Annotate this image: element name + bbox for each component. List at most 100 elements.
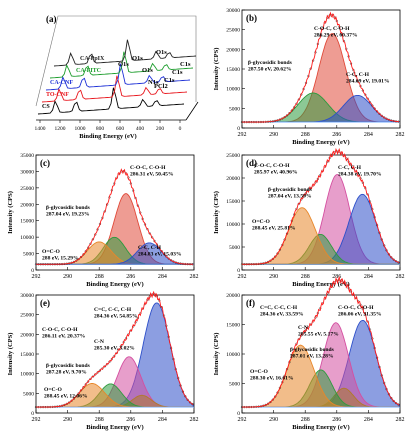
survey-line <box>53 39 197 67</box>
fit-point <box>366 320 369 323</box>
x-tick-label: 400 <box>136 126 145 132</box>
component-label: O=C-O <box>252 219 270 225</box>
component-value: 284.36 eV, 33.59% <box>260 312 304 318</box>
y-tick-label: 15000 <box>20 219 34 225</box>
fit-point <box>266 260 270 264</box>
raw-spectrum <box>241 147 400 265</box>
component-label: β-glycosidic bonds <box>248 60 293 66</box>
fit-point <box>271 398 274 401</box>
panel-b: (b) 0 5000 10000 15000 20000 25000 30000 292 290 2… <box>213 8 405 146</box>
x-axis-label: Binding Energy (eV) <box>86 281 143 288</box>
panel-label: (e) <box>40 298 50 308</box>
y-tick-label: 35000 <box>20 153 34 159</box>
x-tick-label: 600 <box>116 126 125 132</box>
x-tick-label: 200 <box>156 126 165 132</box>
component-value: 286.29 eV, 60.37% <box>314 33 358 39</box>
component-value: 286.06 eV, 31.35% <box>338 312 382 318</box>
y-tick-label: 0 <box>31 268 34 274</box>
fit-point <box>366 97 369 100</box>
x-tick-label: 292 <box>32 417 41 423</box>
y-tick-label: 20000 <box>226 47 240 53</box>
component-value: 287.28 eV, 9.70% <box>46 370 87 376</box>
component-value: 285.30 eV, 3.02% <box>94 346 135 352</box>
y-tick-label: 30000 <box>20 169 34 175</box>
component-label: C-N <box>298 325 308 331</box>
x-axis-label: Binding Energy (eV) <box>79 133 136 140</box>
peak-label: O1s <box>156 49 167 56</box>
x-tick-label: 292 <box>238 132 247 138</box>
y-tick-label: 0 <box>237 411 240 417</box>
component-value: 284.38 eV, 19.70% <box>338 172 382 178</box>
x-axis-label: Binding Energy (eV) <box>292 139 349 146</box>
fit-point <box>91 238 94 241</box>
fit-point <box>186 398 189 401</box>
component-label: C-O-C, C-O-H <box>338 305 374 311</box>
y-tick-label: 15000 <box>20 352 34 358</box>
series-name: CS <box>42 104 50 110</box>
y-tick-label: 10000 <box>20 235 34 241</box>
y-axis-label: Intensity (CPS) <box>213 333 220 376</box>
y-tick-label: 0 <box>237 268 240 274</box>
y-tick-label: 0 <box>237 126 240 132</box>
x-tick-label: 284 <box>158 417 167 423</box>
x-tick-label: 1000 <box>75 126 86 132</box>
panel-label: (d) <box>246 158 257 168</box>
y-tick-label: 20000 <box>226 293 240 299</box>
y-tick-label: 20000 <box>226 176 240 182</box>
y-axis-label: Intensity (CPS) <box>213 191 220 234</box>
x-tick-label: 288 <box>95 274 104 280</box>
x-tick-label: 284 <box>364 132 373 138</box>
survey-line <box>41 75 188 103</box>
fit-point <box>297 98 300 101</box>
x-tick-label: 290 <box>269 132 278 138</box>
y-axis-label: Intensity (CPS) <box>7 191 14 234</box>
component-label: C-O-C, C-O-H <box>254 163 290 169</box>
fit-point <box>392 399 395 403</box>
peak-label: C1s <box>164 77 175 84</box>
backdrop <box>35 15 197 107</box>
y-axis-label: Intensity (CPS) <box>7 333 14 376</box>
panel-label: (b) <box>246 13 257 23</box>
fit-point <box>167 257 170 260</box>
fit-point <box>165 255 168 258</box>
x-tick-label: 292 <box>32 274 41 280</box>
x-tick-label: 288 <box>95 417 104 423</box>
fit-point <box>397 403 400 406</box>
fit-point <box>383 116 386 119</box>
y-axis-label: Intensity (CPS) <box>213 48 220 91</box>
y-tick-label: 10000 <box>20 372 34 378</box>
fit-point <box>274 395 277 398</box>
y-tick-label: 10000 <box>226 352 240 358</box>
x-tick-label: 282 <box>396 274 405 280</box>
fit-point <box>375 110 379 113</box>
component-label: β-glycosidic bonds <box>268 187 313 193</box>
component-value: 288.45 eV, 25.81% <box>252 226 296 232</box>
component-label: C-C, C-H <box>346 72 370 78</box>
y-tick-label: 20000 <box>20 202 34 208</box>
component-value: 284.69 eV, 19.01% <box>346 79 390 85</box>
x-tick-label: 282 <box>190 274 199 280</box>
component-value: 284.83 eV, 15.03% <box>138 252 182 258</box>
x-tick-label: 282 <box>190 417 199 423</box>
x-tick-label: 0 <box>179 126 182 132</box>
x-axis-label: Binding Energy (eV) <box>86 424 143 431</box>
x-tick-label: 1400 <box>35 126 46 132</box>
y-tick-label: 30000 <box>226 8 240 14</box>
component-label: O=C-O <box>44 387 62 393</box>
survey-line <box>45 63 191 91</box>
raw-spectrum <box>35 168 194 265</box>
x-tick-label: 286 <box>126 417 135 423</box>
component-value: 286.31 eV, 50.45% <box>130 172 174 178</box>
y-tick-label: 5000 <box>23 252 34 258</box>
y-tick-label: 25000 <box>20 186 34 192</box>
plot-frame <box>241 154 401 271</box>
x-tick-label: 800 <box>96 126 105 132</box>
x-tick-label: 284 <box>364 274 373 280</box>
y-tick-label: 5000 <box>229 245 240 251</box>
y-tick-label: 15000 <box>226 199 240 205</box>
component-value: 288.45 eV, 12.06% <box>44 394 88 400</box>
component-label: C=C, C-C, C-H <box>94 307 132 313</box>
y-tick-label: 25000 <box>226 153 240 159</box>
x-tick-label: 292 <box>238 274 247 280</box>
raw-spectrum <box>35 290 194 408</box>
